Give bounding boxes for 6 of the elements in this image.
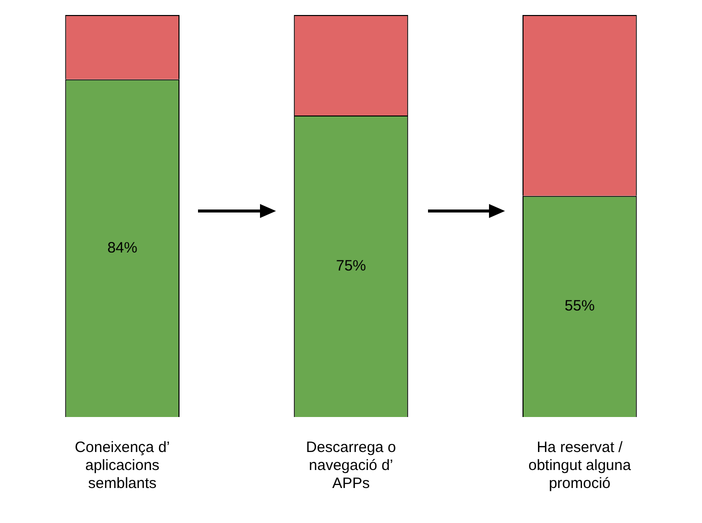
x-tick-label: Descarrega o navegació d’ APPs: [306, 439, 396, 492]
x-tick-label: Coneixença d’ aplicacions semblants: [74, 439, 170, 492]
data-label: 75%: [336, 257, 366, 274]
data-label: 84%: [107, 239, 138, 256]
data-label: 55%: [564, 298, 595, 315]
x-tick-label: Ha reservat / obtingut alguna promoció: [528, 439, 632, 492]
